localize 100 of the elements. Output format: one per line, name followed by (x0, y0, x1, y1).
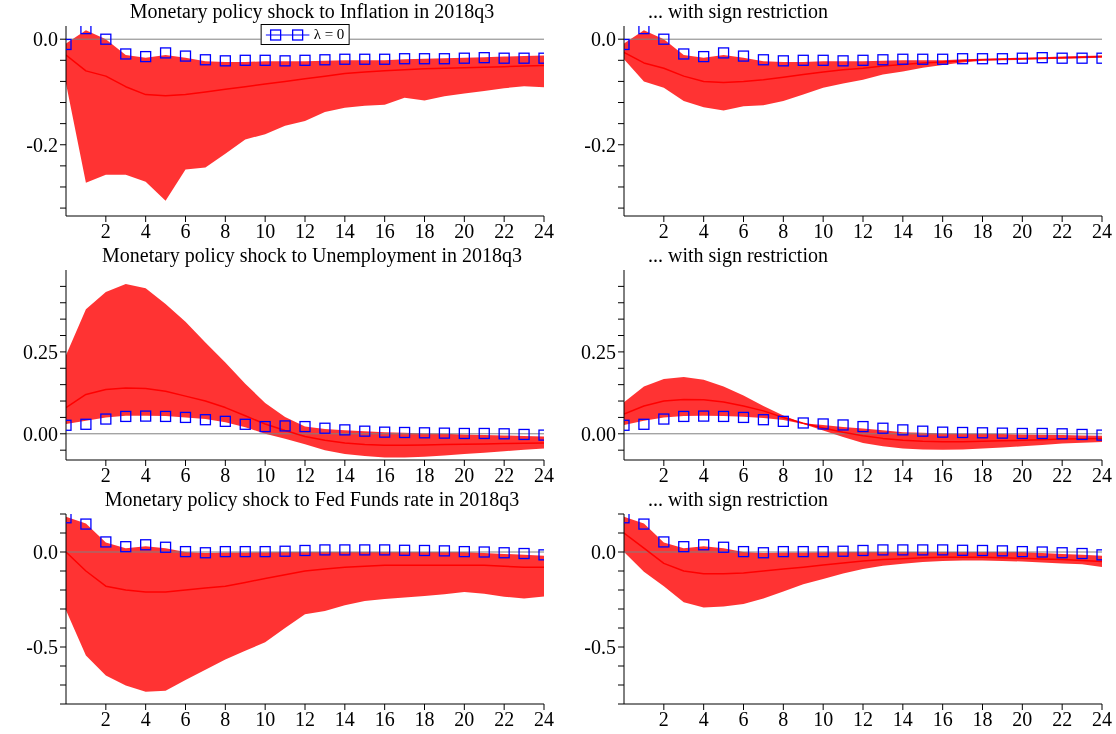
point (359, 425, 371, 437)
y-tick-label: 0.00 (581, 422, 616, 445)
y-tick-label: -0.5 (26, 636, 58, 659)
point (817, 54, 829, 66)
point (398, 53, 411, 65)
x-tick-label: 2 (100, 464, 111, 487)
point (498, 52, 510, 64)
point (140, 50, 152, 63)
x-tick-label: 2 (100, 708, 111, 731)
y-tick-label: -0.2 (584, 133, 616, 156)
point (797, 417, 809, 429)
x-tick-label: 4 (140, 464, 151, 487)
point (757, 414, 770, 426)
y-tick-label: -0.2 (26, 133, 58, 156)
point (498, 547, 510, 559)
point (996, 427, 1009, 439)
x-tick-label: 24 (1092, 464, 1112, 487)
x-tick-label: 6 (738, 220, 749, 243)
point (658, 33, 670, 45)
x-tick-label: 22 (1052, 464, 1073, 487)
point (897, 544, 909, 556)
x-tick-label: 20 (1012, 464, 1033, 487)
x-tick-label: 12 (295, 464, 315, 487)
point (937, 426, 949, 438)
x-tick-label: 18 (414, 464, 435, 487)
point (438, 545, 451, 557)
x-tick-label: 4 (698, 464, 709, 487)
x-tick-label: 20 (454, 464, 475, 487)
point (259, 420, 271, 433)
point (837, 419, 849, 431)
point (80, 26, 92, 35)
x-tick-label: 24 (534, 464, 554, 487)
x-tick-label: 12 (853, 464, 873, 487)
point (698, 50, 710, 63)
point (219, 55, 231, 67)
x-tick-label: 12 (295, 220, 315, 243)
point (817, 418, 829, 430)
point (737, 50, 750, 62)
x-tick-label: 10 (255, 220, 276, 243)
x-tick-label: 22 (1052, 220, 1073, 243)
point (678, 410, 690, 423)
x-tick-label: 2 (658, 220, 669, 243)
point (398, 544, 411, 556)
point (757, 547, 770, 559)
point (80, 418, 92, 430)
point (996, 53, 1009, 65)
point (359, 53, 371, 65)
x-tick-label: 24 (1092, 708, 1112, 731)
point (777, 545, 789, 558)
x-tick-label: 20 (1012, 708, 1033, 731)
point (877, 54, 889, 66)
point (140, 410, 152, 422)
y-tick-label: 0.00 (23, 422, 58, 445)
point (658, 536, 670, 548)
point (319, 422, 331, 434)
point (259, 54, 271, 66)
x-tick-label: 18 (972, 220, 993, 243)
point (418, 427, 431, 439)
point (199, 54, 212, 66)
point (80, 518, 92, 530)
x-tick-label: 20 (454, 220, 475, 243)
point (239, 54, 251, 66)
point (956, 544, 969, 556)
chart-title: ... with sign restriction (647, 0, 829, 22)
y-tick-label: 0.0 (33, 28, 58, 51)
point (299, 544, 311, 557)
x-tick-label: 12 (295, 708, 315, 731)
x-tick-label: 8 (778, 708, 789, 731)
point (219, 545, 231, 558)
point (857, 544, 869, 557)
x-tick-label: 6 (180, 708, 191, 731)
point (478, 427, 490, 440)
point (1016, 545, 1028, 558)
point (917, 425, 929, 437)
point (478, 546, 490, 558)
point (797, 54, 809, 66)
x-tick-label: 6 (180, 220, 191, 243)
point (478, 52, 490, 64)
point (458, 545, 470, 558)
point (877, 544, 889, 556)
x-tick-label: 10 (255, 708, 276, 731)
x-tick-label: 8 (778, 220, 789, 243)
point (1076, 547, 1088, 560)
y-tick-label: -0.5 (584, 636, 616, 659)
point (956, 53, 969, 65)
point (1036, 546, 1048, 558)
point (638, 26, 650, 35)
x-tick-label: 12 (853, 220, 873, 243)
x-tick-label: 16 (932, 708, 953, 731)
x-tick-label: 22 (1052, 708, 1073, 731)
y-tick-label: 0.25 (581, 341, 616, 363)
point (299, 54, 311, 66)
point (159, 410, 172, 423)
point (917, 544, 929, 556)
point (897, 53, 909, 65)
x-tick-label: 14 (892, 708, 913, 731)
x-tick-label: 6 (180, 464, 191, 487)
x-tick-label: 10 (255, 464, 276, 487)
x-tick-label: 14 (334, 464, 355, 487)
point (956, 426, 969, 439)
